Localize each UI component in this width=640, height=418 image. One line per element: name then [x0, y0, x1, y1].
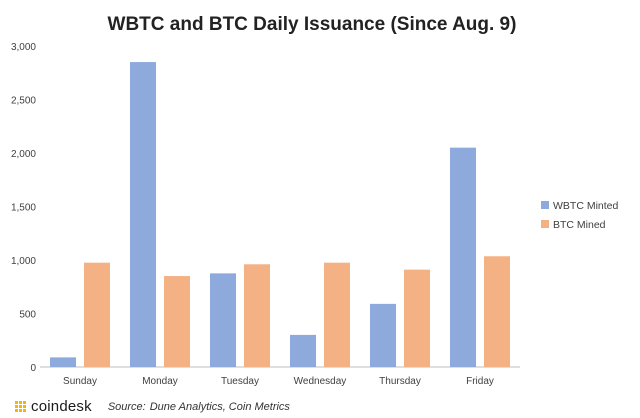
bar-btc-mined — [244, 264, 270, 367]
legend-swatch — [541, 201, 549, 209]
x-tick-label: Friday — [466, 376, 494, 387]
bar-wbtc-minted — [450, 147, 476, 367]
bar-btc-mined — [324, 262, 350, 367]
x-axis: Sunday Monday Tuesday Wednesday Thursday Frid… — [63, 376, 494, 387]
legend: WBTC Minted BTC Mined — [541, 200, 619, 231]
y-tick-label: 2,500 — [11, 96, 36, 107]
legend-label: BTC Mined — [553, 219, 606, 231]
x-tick-label: Monday — [142, 376, 178, 387]
x-tick-label: Thursday — [379, 376, 421, 387]
footer: coindesk Source: Dune Analytics, Coin Me… — [14, 398, 290, 415]
y-tick-label: 2,000 — [11, 149, 36, 160]
legend-swatch — [541, 220, 549, 228]
x-tick-label: Sunday — [63, 376, 97, 387]
y-axis: 0 500 1,000 1,500 2,000 2,500 3,000 — [11, 42, 36, 374]
y-tick-label: 1,500 — [11, 203, 36, 214]
x-tick-label: Wednesday — [294, 376, 347, 387]
bar-wbtc-minted — [50, 357, 76, 367]
bar-btc-mined — [404, 269, 430, 367]
bar-btc-mined — [484, 256, 510, 367]
coindesk-logo-text: coindesk — [31, 398, 92, 415]
y-tick-label: 1,000 — [11, 256, 36, 267]
source-label: Source: — [107, 400, 146, 413]
source-text: Dune Analytics, Coin Metrics — [149, 400, 290, 413]
x-tick-label: Tuesday — [221, 376, 259, 387]
y-tick-label: 3,000 — [11, 42, 36, 53]
coindesk-logo-icon — [14, 400, 27, 413]
y-tick-label: 0 — [30, 363, 36, 374]
legend-label: WBTC Minted — [553, 200, 619, 212]
bar-wbtc-minted — [290, 334, 316, 367]
bar-btc-mined — [164, 276, 190, 367]
bars-group — [50, 62, 510, 368]
y-tick-label: 500 — [19, 310, 36, 321]
bar-wbtc-minted — [130, 62, 156, 368]
chart-title: WBTC and BTC Daily Issuance (Since Aug. … — [108, 14, 517, 35]
bar-wbtc-minted — [210, 273, 236, 367]
bar-btc-mined — [84, 262, 110, 367]
bar-wbtc-minted — [370, 303, 396, 367]
